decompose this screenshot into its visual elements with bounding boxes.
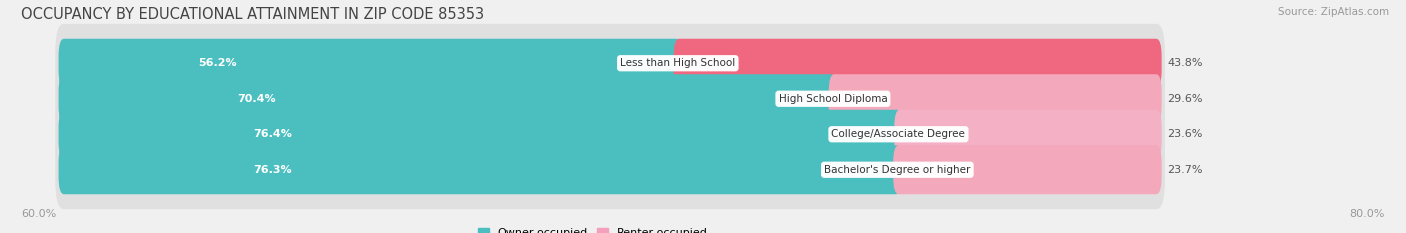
Text: Source: ZipAtlas.com: Source: ZipAtlas.com [1278,7,1389,17]
FancyBboxPatch shape [59,145,901,194]
FancyBboxPatch shape [55,59,1166,138]
Text: Bachelor's Degree or higher: Bachelor's Degree or higher [824,165,970,175]
FancyBboxPatch shape [59,74,837,123]
Text: 23.7%: 23.7% [1167,165,1202,175]
FancyBboxPatch shape [55,95,1166,174]
FancyBboxPatch shape [673,39,1161,88]
Text: OCCUPANCY BY EDUCATIONAL ATTAINMENT IN ZIP CODE 85353: OCCUPANCY BY EDUCATIONAL ATTAINMENT IN Z… [21,7,484,22]
FancyBboxPatch shape [828,74,1161,123]
Text: 70.4%: 70.4% [238,94,276,104]
Text: College/Associate Degree: College/Associate Degree [831,129,966,139]
FancyBboxPatch shape [59,110,903,159]
Text: 29.6%: 29.6% [1167,94,1202,104]
FancyBboxPatch shape [59,39,682,88]
FancyBboxPatch shape [893,145,1161,194]
Text: 76.4%: 76.4% [253,129,292,139]
Text: High School Diploma: High School Diploma [779,94,887,104]
Text: 56.2%: 56.2% [198,58,236,68]
FancyBboxPatch shape [55,24,1166,103]
Text: 60.0%: 60.0% [21,209,56,219]
FancyBboxPatch shape [55,130,1166,209]
Text: 23.6%: 23.6% [1167,129,1202,139]
Text: 76.3%: 76.3% [253,165,291,175]
Text: 80.0%: 80.0% [1350,209,1385,219]
Text: 43.8%: 43.8% [1167,58,1202,68]
Legend: Owner-occupied, Renter-occupied: Owner-occupied, Renter-occupied [474,223,711,233]
Text: Less than High School: Less than High School [620,58,735,68]
FancyBboxPatch shape [894,110,1161,159]
